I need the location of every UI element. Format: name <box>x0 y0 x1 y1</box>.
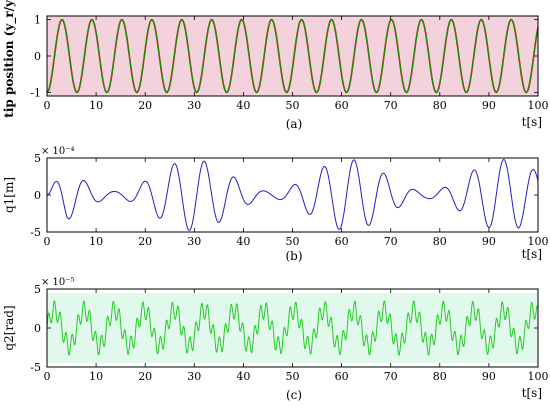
x-tick-label: 70 <box>384 99 398 112</box>
panel-a-ylabel: tip position (y_r/y) <box>2 0 17 118</box>
panel-a-xlabel: t[s] <box>522 115 542 129</box>
panel-b: 0 10 20 30 40 50 60 70 80 90 100-505 q1[m] t[s] (b… <box>2 146 549 263</box>
y-tick-label: 1 <box>34 14 41 27</box>
panel-c-caption: (c) <box>286 388 302 402</box>
x-tick-label: 80 <box>433 235 447 248</box>
x-tick-label: 40 <box>236 370 250 383</box>
x-tick-label: 50 <box>286 370 300 383</box>
panel-a-caption: (a) <box>286 117 303 131</box>
panel-a-plot <box>46 18 539 94</box>
x-tick-label: 60 <box>335 235 349 248</box>
x-tick-label: 90 <box>482 235 496 248</box>
y-tick-label: 5 <box>34 283 41 296</box>
x-tick-label: 80 <box>433 370 447 383</box>
panel-c-multiplier: × 10⁻⁵ <box>41 277 75 288</box>
series-line-q2 <box>46 300 539 356</box>
series-line-response <box>46 19 539 93</box>
x-tick-label: 10 <box>89 99 103 112</box>
panel-c-ylabel: q2[rad] <box>2 305 16 350</box>
x-tick-label: 70 <box>384 235 398 248</box>
x-tick-label: 60 <box>335 370 349 383</box>
x-tick-label: 50 <box>286 99 300 112</box>
panel-b-frame <box>46 157 539 233</box>
x-tick-label: 0 <box>44 235 51 248</box>
x-tick-label: 30 <box>187 235 201 248</box>
panel-b-ylabel: q1[m] <box>2 177 16 213</box>
series-line-q1 <box>46 158 539 231</box>
x-tick-label: 80 <box>433 99 447 112</box>
x-tick-label: 0 <box>44 370 51 383</box>
x-tick-label: 100 <box>528 370 549 383</box>
x-tick-label: 30 <box>187 370 201 383</box>
x-tick-label: 40 <box>236 235 250 248</box>
y-tick-label: -1 <box>30 86 41 99</box>
panel-b-caption: (b) <box>285 249 302 263</box>
y-tick-label: -5 <box>30 361 41 374</box>
x-tick-label: 90 <box>482 370 496 383</box>
y-tick-label: 0 <box>34 322 41 335</box>
x-tick-label: 100 <box>528 235 549 248</box>
x-tick-label: 20 <box>138 370 152 383</box>
panel-c: 0 10 20 30 40 50 60 70 80 90 100-505 q2[rad] t[s] … <box>2 277 549 402</box>
panel-b-ticks: 0 10 20 30 40 50 60 70 80 90 100-505 <box>30 152 548 248</box>
panel-c-plot <box>46 293 539 363</box>
x-tick-label: 100 <box>528 99 549 112</box>
x-tick-label: 20 <box>138 235 152 248</box>
x-tick-label: 50 <box>286 235 300 248</box>
panel-a: 0 10 20 30 40 50 60 70 80 90 100-101 tip position … <box>2 0 549 131</box>
x-tick-label: 70 <box>384 370 398 383</box>
panel-c-xlabel: t[s] <box>522 386 542 400</box>
x-tick-label: 20 <box>138 99 152 112</box>
y-tick-label: 5 <box>34 152 41 165</box>
x-tick-label: 60 <box>335 99 349 112</box>
y-tick-label: -5 <box>30 226 41 239</box>
x-tick-label: 0 <box>44 99 51 112</box>
panel-b-multiplier: × 10⁻⁴ <box>41 146 75 157</box>
x-tick-label: 10 <box>89 235 103 248</box>
x-tick-label: 40 <box>236 99 250 112</box>
panel-a-ticks: 0 10 20 30 40 50 60 70 80 90 100-101 <box>30 14 548 112</box>
panel-a-background <box>47 16 538 96</box>
panel-c-frame <box>46 288 539 368</box>
panel-b-plot <box>46 158 539 231</box>
x-tick-label: 10 <box>89 370 103 383</box>
y-tick-label: 0 <box>34 50 41 63</box>
panel-a-frame <box>46 15 539 97</box>
panel-b-xlabel: t[s] <box>522 247 542 261</box>
y-tick-label: 0 <box>34 189 41 202</box>
x-tick-label: 90 <box>482 99 496 112</box>
x-tick-label: 30 <box>187 99 201 112</box>
